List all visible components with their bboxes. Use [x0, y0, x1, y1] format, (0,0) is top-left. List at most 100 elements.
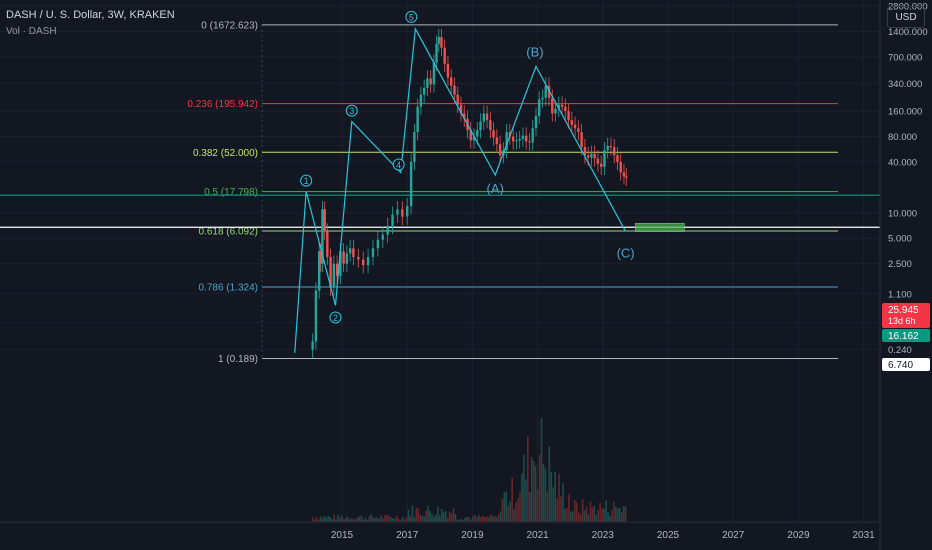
volume-bar: [546, 491, 549, 522]
currency-button[interactable]: USD: [887, 6, 925, 28]
candle-body: [406, 206, 409, 217]
price-badge-label: 16.162: [888, 331, 919, 342]
volume-bar: [558, 473, 560, 522]
volume-bar: [560, 496, 562, 522]
volume-bar: [458, 519, 461, 522]
y-tick-label: 160.000: [888, 107, 922, 118]
volume-bar: [380, 515, 382, 522]
candle-body: [416, 106, 419, 133]
candle-body: [422, 87, 426, 95]
candle-body: [386, 225, 389, 235]
volume-bar: [470, 519, 472, 522]
candle-body: [573, 124, 577, 129]
volume-bar: [487, 517, 490, 522]
volume-bar: [544, 468, 547, 522]
volume-bar: [345, 517, 347, 522]
x-tick-label: 2027: [722, 530, 745, 541]
price-badge-label: 25.945: [888, 305, 919, 316]
volume-bar: [616, 508, 619, 522]
x-tick-label: 2019: [461, 530, 484, 541]
volume-bar: [341, 516, 343, 522]
volume-bar: [468, 517, 470, 522]
candle-body: [314, 290, 318, 342]
volume-bar: [536, 489, 539, 522]
volume-bar: [554, 471, 557, 522]
wave-label-circle: [329, 311, 342, 324]
fibonacci-retracement[interactable]: 0 (1672.623) 0.236 (195.942) 0.382 (52.000…: [0, 20, 880, 365]
volume-bar: [446, 517, 449, 522]
candle-body: [456, 94, 459, 105]
volume-bar: [392, 518, 394, 522]
wave-label: 4: [396, 160, 401, 170]
volume-bar: [347, 516, 349, 522]
volume-bar: [413, 517, 416, 522]
volume-bar: [589, 501, 592, 522]
candle-body: [541, 97, 544, 100]
volume-bar: [603, 508, 605, 522]
volume-bar: [415, 507, 418, 522]
volume-bar: [577, 511, 580, 522]
volume-bar: [427, 505, 429, 522]
volume-bar: [540, 418, 543, 522]
volume-bar: [319, 516, 322, 522]
volume-bar: [401, 516, 404, 522]
x-tick-label: 2029: [787, 530, 810, 541]
volume-bar: [564, 509, 566, 522]
volume-bar: [437, 506, 439, 522]
volume-bar: [327, 516, 330, 522]
candle-body: [317, 251, 321, 291]
volume-legend[interactable]: Vol · DASH: [6, 26, 57, 37]
y-tick-label: 1400.000: [888, 27, 928, 38]
target-zone[interactable]: [635, 223, 685, 232]
volume-bar: [429, 510, 431, 522]
volume-bar: [530, 457, 533, 522]
candle-body: [577, 128, 580, 133]
volume-bar: [497, 514, 500, 522]
volume-bar: [595, 515, 598, 522]
candle-body: [534, 115, 538, 129]
volume-bar: [566, 507, 568, 522]
symbol-title[interactable]: DASH / U. S. Dollar, 3W, KRAKEN: [6, 9, 175, 21]
volume-bar: [403, 519, 406, 522]
candle-body: [432, 62, 436, 85]
volume-bar: [433, 516, 435, 522]
volume-bar: [585, 506, 588, 522]
price-badge-label: 6.740: [888, 360, 913, 371]
volume-bar: [618, 507, 621, 522]
volume-bars: [311, 418, 627, 522]
volume-bar: [587, 514, 590, 522]
volume-bar: [419, 514, 422, 522]
candle-body: [511, 136, 515, 142]
volume-bar: [534, 465, 537, 522]
elliott-wave[interactable]: 1 2 3 4 5 (A) (B) (C): [294, 10, 635, 353]
candle-body: [472, 136, 476, 141]
volume-bar: [478, 514, 480, 522]
volume-bar: [528, 492, 531, 522]
candle-body: [564, 106, 567, 112]
volume-bar: [423, 516, 425, 522]
candle-body: [498, 144, 502, 156]
volume-bar: [548, 446, 551, 522]
volume-bar: [480, 517, 482, 522]
price-badge-countdown: 13d 6h: [888, 316, 916, 326]
candle-body: [440, 37, 443, 48]
volume-bar: [485, 516, 488, 522]
volume-bar: [513, 509, 515, 522]
fib-label: 0.786 (1.324): [199, 283, 259, 294]
candle-body: [323, 209, 326, 232]
volume-bar: [350, 518, 353, 522]
candle-body: [326, 231, 329, 257]
candle-body: [443, 47, 446, 64]
volume-bar: [568, 494, 570, 522]
candle-body: [492, 130, 495, 138]
candle-body: [453, 85, 456, 95]
volume-bar: [399, 520, 402, 522]
volume-bar: [605, 500, 607, 522]
candle-body: [352, 248, 355, 257]
volume-bar: [452, 507, 455, 522]
x-tick-label: 2025: [657, 530, 680, 541]
volume-bar: [333, 514, 335, 522]
candle-body: [329, 256, 332, 288]
